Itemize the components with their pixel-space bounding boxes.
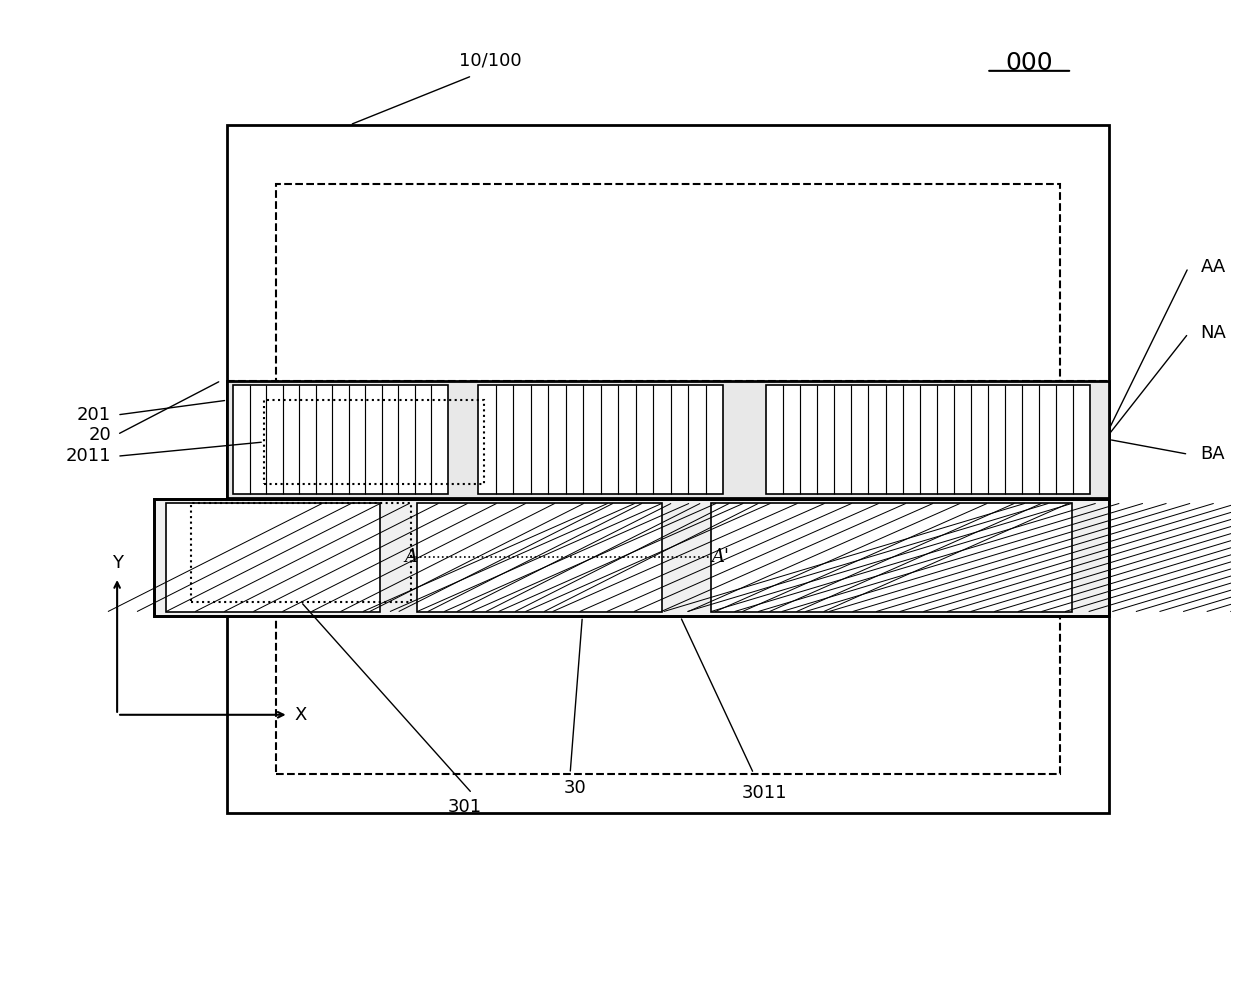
Bar <box>227 381 1109 498</box>
Bar <box>166 503 381 611</box>
Bar <box>479 386 723 494</box>
Text: A: A <box>404 548 417 566</box>
Bar <box>277 183 1060 774</box>
Text: 3011: 3011 <box>742 784 787 802</box>
Bar <box>154 498 1109 616</box>
Bar <box>227 125 1109 814</box>
Text: 301: 301 <box>448 799 482 817</box>
Text: 000: 000 <box>1006 51 1053 75</box>
Bar <box>233 386 448 494</box>
Bar <box>154 498 1109 616</box>
Bar <box>766 386 1090 494</box>
Text: X: X <box>295 706 308 724</box>
Bar <box>711 503 1073 611</box>
Text: 30: 30 <box>564 779 587 797</box>
Bar <box>417 503 662 611</box>
Text: A': A' <box>711 548 729 566</box>
Text: 201: 201 <box>77 406 112 424</box>
Text: AA: AA <box>1200 258 1226 276</box>
Text: 20: 20 <box>88 426 112 444</box>
Text: NA: NA <box>1200 324 1226 342</box>
Text: 2011: 2011 <box>66 448 112 466</box>
Bar <box>191 503 410 602</box>
Bar <box>264 400 485 484</box>
Text: Y: Y <box>112 554 123 572</box>
Text: BA: BA <box>1200 446 1225 464</box>
Text: 10/100: 10/100 <box>459 51 522 69</box>
